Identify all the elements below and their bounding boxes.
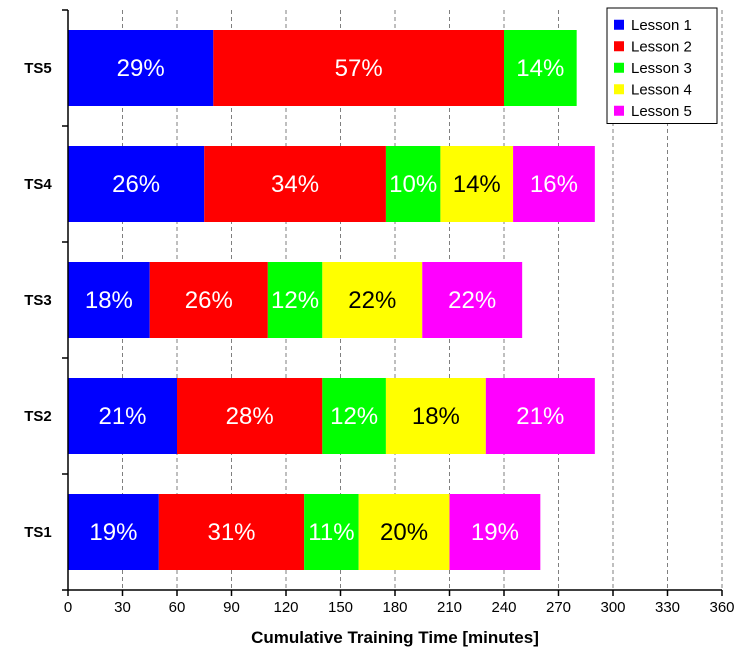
- legend-label-lesson-4: Lesson 4: [631, 81, 692, 98]
- data-label-ts5-lesson-2: 57%: [335, 55, 383, 82]
- legend-swatch-lesson-4: [614, 84, 624, 95]
- x-tick-label-360: 360: [709, 599, 734, 616]
- data-label-ts5-lesson-3: 14%: [516, 55, 564, 82]
- x-tick-label-240: 240: [491, 599, 516, 616]
- category-label-ts2: TS2: [24, 408, 52, 425]
- legend-label-lesson-2: Lesson 2: [631, 38, 692, 55]
- legend: Lesson 1 Lesson 2 Lesson 3 Lesson 4 Lesson 5: [606, 7, 718, 124]
- data-label-ts2-lesson-1: 21%: [98, 403, 146, 430]
- x-tick-label-120: 120: [273, 599, 298, 616]
- bar-ts3-lesson-2: [149, 262, 268, 338]
- data-label-ts1-lesson-1: 19%: [89, 519, 137, 546]
- bar-ts2-lesson-1: [68, 378, 177, 454]
- legend-swatch-lesson-2: [614, 41, 624, 52]
- data-label-ts2-lesson-4: 18%: [412, 403, 460, 430]
- legend-swatch-lesson-3: [614, 62, 624, 73]
- category-label-ts1: TS1: [24, 524, 52, 541]
- bar-ts3-lesson-3: [267, 262, 323, 338]
- bar-ts4-lesson-3: [385, 146, 441, 222]
- data-label-ts2-lesson-3: 12%: [330, 403, 378, 430]
- legend-swatch-lesson-1: [614, 19, 624, 30]
- bar-ts5-lesson-1: [68, 30, 214, 106]
- bar-ts3-lesson-4: [322, 262, 423, 338]
- legend-box: [606, 7, 718, 124]
- x-tick-label-330: 330: [655, 599, 680, 616]
- x-axis-title: Cumulative Training Time [minutes]: [251, 628, 539, 647]
- x-tick-label-90: 90: [223, 599, 240, 616]
- axes: TS5 TS4 TS3 TS2 TS1 0 30 60 90 120 150 180 210 240 270…: [24, 9, 735, 616]
- x-tick-label-150: 150: [328, 599, 353, 616]
- legend-label-lesson-1: Lesson 1: [631, 17, 692, 34]
- data-label-ts4-lesson-5: 16%: [530, 171, 578, 198]
- bar-ts2-lesson-4: [385, 378, 486, 454]
- x-tick-label-0: 0: [64, 599, 72, 616]
- bar-ts2-lesson-5: [485, 378, 595, 454]
- legend-label-lesson-3: Lesson 3: [631, 60, 692, 77]
- bar-ts5-lesson-2: [213, 30, 505, 106]
- bar-ts1-lesson-1: [68, 494, 159, 570]
- legend-swatch-lesson-5: [614, 105, 624, 116]
- data-label-ts3-lesson-2: 26%: [185, 287, 233, 314]
- data-label-ts1-lesson-5: 19%: [471, 519, 519, 546]
- category-label-ts4: TS4: [24, 176, 52, 193]
- bar-ts4-lesson-2: [204, 146, 386, 222]
- data-label-ts4-lesson-1: 26%: [112, 171, 160, 198]
- data-label-ts2-lesson-5: 21%: [516, 403, 564, 430]
- bar-ts1-lesson-2: [158, 494, 305, 570]
- data-label-ts1-lesson-3: 11%: [308, 519, 354, 546]
- bar-ts2-lesson-2: [177, 378, 323, 454]
- x-tick-label-180: 180: [382, 599, 407, 616]
- legend-label-lesson-5: Lesson 5: [631, 103, 692, 120]
- data-label-ts1-lesson-4: 20%: [380, 519, 428, 546]
- data-label-ts4-lesson-4: 14%: [453, 171, 501, 198]
- x-tick-label-270: 270: [546, 599, 571, 616]
- bar-ts3-lesson-5: [422, 262, 523, 338]
- bar-ts2-lesson-3: [322, 378, 386, 454]
- data-label-ts3-lesson-5: 22%: [448, 287, 496, 314]
- bar-ts3-lesson-1: [68, 262, 150, 338]
- category-label-ts3: TS3: [24, 292, 52, 309]
- bar-ts1-lesson-4: [358, 494, 450, 570]
- bar-ts4-lesson-1: [68, 146, 205, 222]
- data-label-ts4-lesson-2: 34%: [271, 171, 319, 198]
- bar-ts1-lesson-3: [304, 494, 359, 570]
- category-label-ts5: TS5: [24, 60, 52, 77]
- x-tick-label-210: 210: [437, 599, 462, 616]
- data-label-ts5-lesson-1: 29%: [117, 55, 165, 82]
- data-label-ts3-lesson-3: 12%: [271, 287, 319, 314]
- bar-ts1-lesson-5: [449, 494, 541, 570]
- bar-ts5-lesson-3: [504, 30, 577, 106]
- x-tick-label-30: 30: [114, 599, 131, 616]
- x-tick-label-300: 300: [600, 599, 625, 616]
- data-label-ts1-lesson-2: 31%: [207, 519, 255, 546]
- x-tick-label-60: 60: [169, 599, 186, 616]
- bar-ts4-lesson-5: [513, 146, 595, 222]
- bar-ts4-lesson-4: [440, 146, 514, 222]
- data-label-ts3-lesson-1: 18%: [85, 287, 133, 314]
- data-label-ts4-lesson-3: 10%: [389, 171, 437, 198]
- data-label-ts2-lesson-2: 28%: [226, 403, 274, 430]
- bars: 29% 57% 14% 26% 34% 10% 14% 16% 18% 26% 12% 22% 22% 2…: [68, 30, 595, 570]
- data-label-ts3-lesson-4: 22%: [348, 287, 396, 314]
